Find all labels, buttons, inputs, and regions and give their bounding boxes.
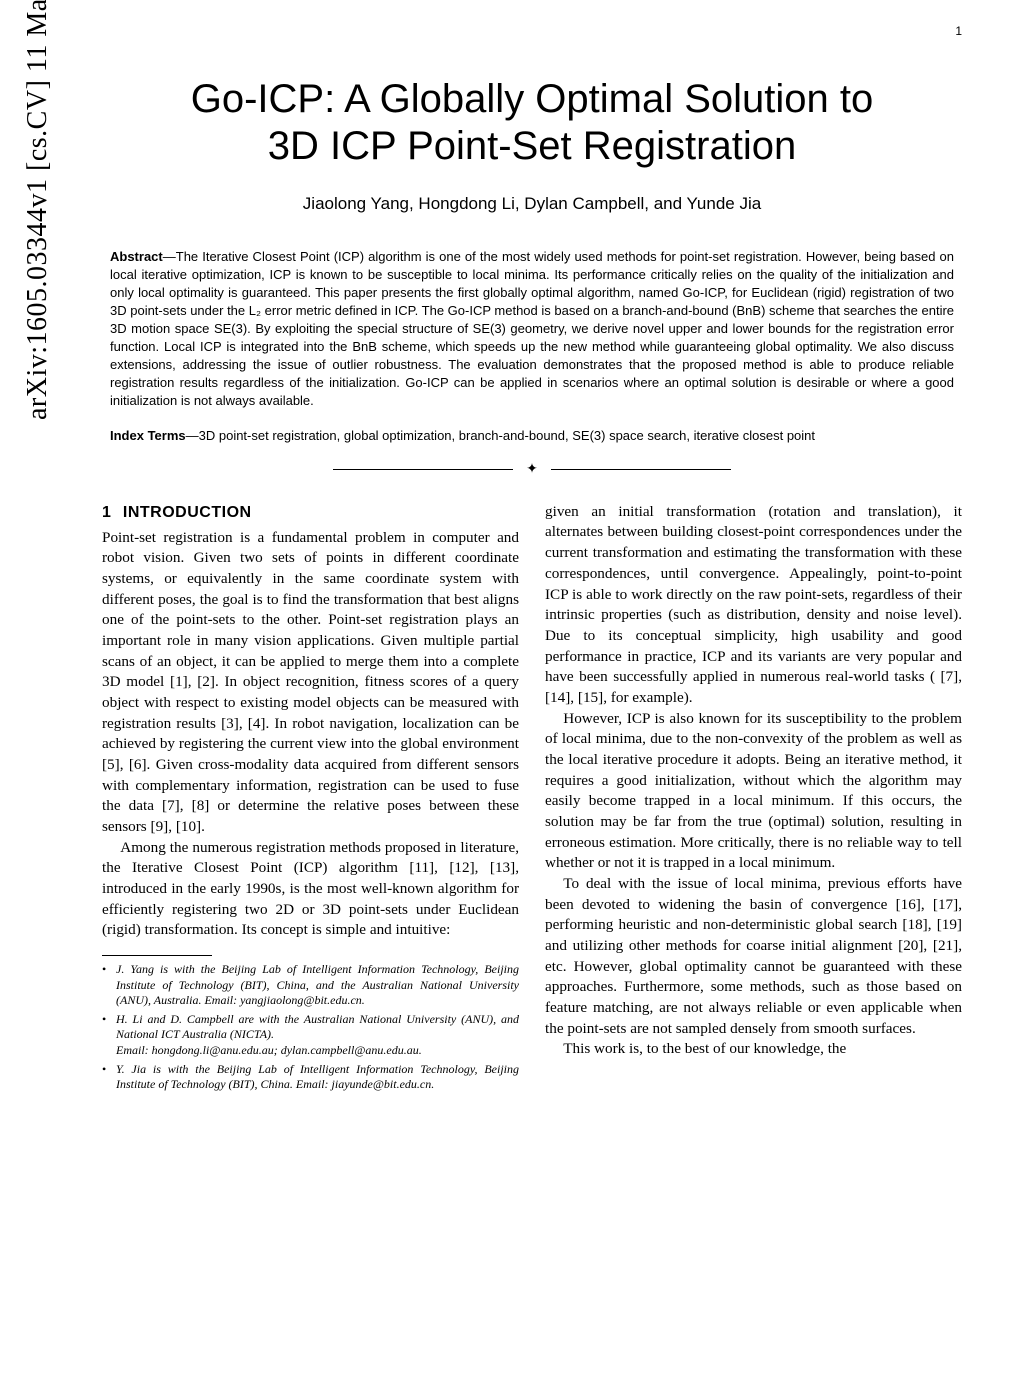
section-number: 1 [102, 504, 111, 521]
diamond-icon: ✦ [526, 461, 538, 478]
separator-line-right [551, 469, 731, 470]
footnote-text: J. Yang is with the Beijing Lab of Intel… [116, 962, 519, 1009]
footnote-text-line: H. Li and D. Campbell are with the Austr… [116, 1012, 519, 1042]
title-line-2: 3D ICP Point-Set Registration [268, 124, 796, 168]
footnote-text: H. Li and D. Campbell are with the Austr… [116, 1012, 519, 1059]
body-paragraph: Among the numerous registration methods … [102, 838, 519, 941]
body-paragraph: To deal with the issue of local minima, … [545, 874, 962, 1039]
footnote-item: • H. Li and D. Campbell are with the Aus… [102, 1012, 519, 1059]
title-line-1: Go-ICP: A Globally Optimal Solution to [191, 77, 874, 121]
section-title: INTRODUCTION [123, 504, 252, 521]
paper-title: Go-ICP: A Globally Optimal Solution to 3… [102, 76, 962, 170]
page-number: 1 [955, 24, 962, 38]
body-columns: 1 INTRODUCTION Point-set registration is … [102, 502, 962, 1096]
index-terms-block: Index Terms—3D point-set registration, g… [110, 428, 954, 443]
bullet-icon: • [102, 1062, 116, 1093]
abstract-block: Abstract—The Iterative Closest Point (IC… [110, 248, 954, 409]
footnote-item: • J. Yang is with the Beijing Lab of Int… [102, 962, 519, 1009]
footnote-text-line: Email: hongdong.li@anu.edu.au; dylan.cam… [116, 1043, 422, 1057]
author-list: Jiaolong Yang, Hongdong Li, Dylan Campbe… [102, 194, 962, 214]
page: 1 arXiv:1605.03344v1 [cs.CV] 11 May 2016… [0, 0, 1020, 1392]
body-paragraph: However, ICP is also known for its susce… [545, 709, 962, 874]
arxiv-identifier: arXiv:1605.03344v1 [cs.CV] 11 May 2016 [22, 0, 54, 420]
abstract-label: Abstract [110, 249, 163, 264]
footnote-item: • Y. Jia is with the Beijing Lab of Inte… [102, 1062, 519, 1093]
separator-line-left [333, 469, 513, 470]
bullet-icon: • [102, 962, 116, 1009]
abstract-text: —The Iterative Closest Point (ICP) algor… [110, 249, 954, 408]
body-paragraph: Point-set registration is a fundamental … [102, 528, 519, 838]
footnote-separator [102, 955, 212, 956]
body-paragraph: given an initial transformation (rotatio… [545, 502, 962, 709]
bullet-icon: • [102, 1012, 116, 1059]
section-heading-introduction: 1 INTRODUCTION [102, 502, 519, 524]
author-footnotes: • J. Yang is with the Beijing Lab of Int… [102, 962, 519, 1093]
section-separator: ✦ [102, 461, 962, 478]
index-terms-text: —3D point-set registration, global optim… [186, 428, 815, 443]
footnote-text: Y. Jia is with the Beijing Lab of Intell… [116, 1062, 519, 1093]
body-paragraph: This work is, to the best of our knowled… [545, 1039, 962, 1060]
index-terms-label: Index Terms [110, 428, 186, 443]
